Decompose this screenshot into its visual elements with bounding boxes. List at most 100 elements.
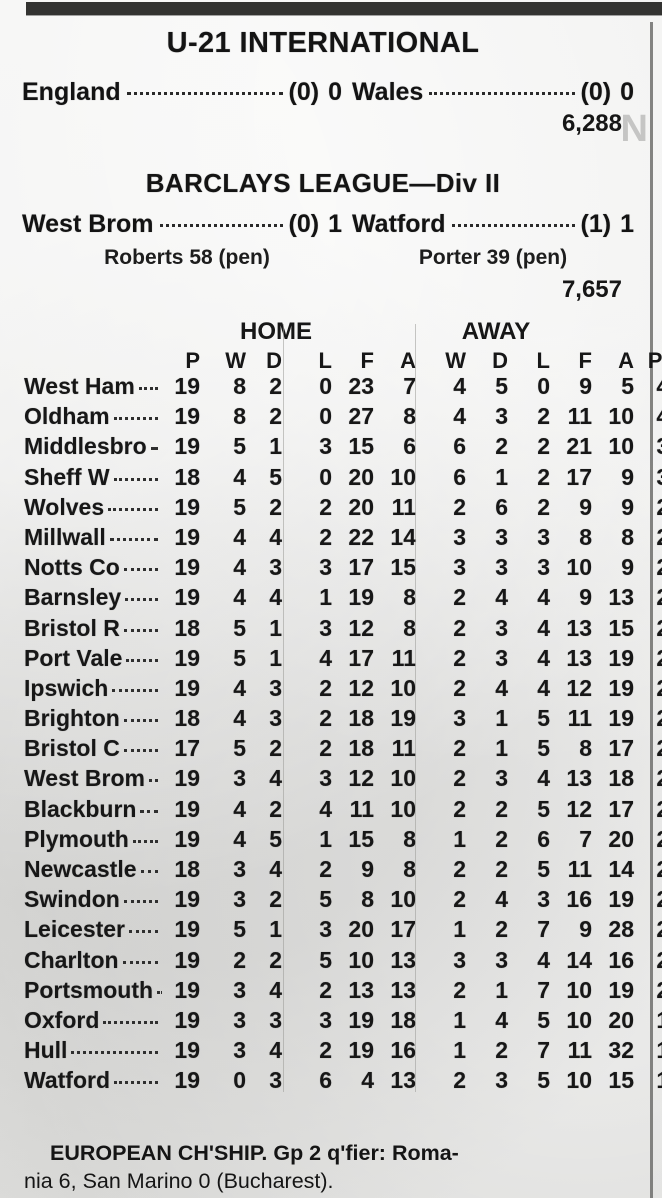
cell-pts: 21 [634,916,662,943]
cell-hw: 3 [233,1037,246,1064]
cell-pts: 29 [634,494,662,521]
cell-p: 19 [174,765,200,792]
cell-hf: 10 [348,946,374,973]
cell-hw: 8 [233,373,246,399]
cell-p: 18 [174,614,200,641]
cell-hf: 17 [348,554,374,581]
cell-ad: 4 [495,584,508,611]
cell-aa: 20 [608,1006,634,1033]
u21-attendance: 6,288 [561,110,622,137]
cell-aw: 2 [453,976,466,1003]
col-header-away-a: A [618,348,634,373]
cell-af: 8 [579,523,592,550]
cell-ad: 3 [495,614,508,641]
cell-aa: 17 [608,735,634,762]
cell-al: 4 [537,584,550,611]
dot-leader [103,1020,158,1024]
cell-hd: 1 [269,433,282,460]
cell-al: 7 [537,916,550,943]
cell-hw: 4 [233,825,246,852]
cell-hf: 17 [348,644,374,671]
cell-hl: 4 [319,795,332,822]
cell-al: 3 [537,523,550,550]
cell-p: 19 [174,584,200,611]
cell-hf: 8 [361,886,374,913]
cell-pts: 22 [634,765,662,792]
team-name: Watford [24,1067,111,1094]
d2-away-halftime: (1) [580,210,612,238]
cell-hw: 3 [233,765,246,792]
cell-af: 11 [567,1037,592,1064]
cell-hw: 3 [233,1006,246,1033]
cell-ha: 11 [391,735,416,762]
cell-aw: 1 [453,1037,466,1064]
cell-pts: 36 [634,464,662,491]
cell-aw: 2 [453,614,466,641]
team-name: Blackburn [24,795,137,822]
cell-hw: 5 [233,614,246,641]
cell-pts: 25 [634,705,662,732]
cell-hw: 4 [233,554,246,581]
cell-ad: 2 [495,825,508,852]
team-name: Oldham [24,403,110,430]
cell-pts: 21 [634,856,662,883]
col-header-home-w: W [225,348,246,373]
dot-leader [109,537,158,541]
cell-hw: 3 [233,976,246,1003]
cell-al: 3 [537,886,550,913]
table-row: Blackburn194241110225121722 [0,795,662,826]
team-name: Oxford [24,1006,100,1033]
cell-ad: 5 [495,373,508,399]
cell-af: 11 [567,705,592,732]
cell-aa: 8 [621,523,634,550]
cell-p: 19 [174,554,200,581]
d2-away-team: Watford [352,210,446,238]
cell-hd: 3 [269,705,282,732]
cell-hl: 3 [319,433,332,460]
cell-hf: 22 [348,523,374,550]
cell-pts: 20 [634,947,662,974]
table-row: Watford19036413235101512 [0,1067,662,1097]
cell-ad: 2 [495,916,508,943]
cell-al: 5 [537,1006,550,1033]
cell-af: 13 [566,614,592,641]
cell-p: 19 [174,825,200,852]
cell-af: 12 [566,674,592,701]
table-row: Newcastle 18 34 2 9 8 2 2 5 11 1421 [0,856,662,886]
cell-hw: 4 [233,584,246,611]
team-name: Millwall [24,523,106,550]
cell-al: 5 [537,795,550,822]
cell-p: 19 [174,1006,200,1033]
cell-aa: 5 [621,373,634,399]
cell-aw: 1 [453,1006,466,1033]
cell-hl: 0 [319,373,332,399]
team-name: Hull [24,1037,68,1064]
dot-leader [123,900,158,904]
cell-hw: 2 [233,946,246,973]
cell-hf: 12 [348,765,374,792]
cell-ad: 2 [495,856,508,882]
cell-hw: 5 [233,644,246,671]
cell-hd: 4 [269,976,282,1003]
cell-hl: 3 [319,554,332,581]
footer-line-1: EUROPEAN CH'SHIP. Gp 2 q'fier: Roma- [50,1141,459,1165]
team-name: West Ham [24,373,135,399]
table-row: West Ham198202374509543 [0,373,662,403]
cell-pts: 25 [634,645,662,672]
u21-away-halftime: (0) [580,78,612,106]
cell-hl: 0 [319,463,332,490]
cell-p: 19 [174,403,200,430]
team-name: Bristol C [24,735,120,762]
cell-al: 4 [537,674,550,701]
european-championship-note: EUROPEAN CH'SHIP. Gp 2 q'fier: Roma- nia… [24,1139,636,1196]
table-row: Swindon19325810243161921 [0,886,662,916]
team-name: Barnsley [24,584,122,611]
cell-hw: 8 [233,403,246,430]
cell-hw: 5 [233,493,246,520]
cell-hd: 2 [269,373,282,399]
team-name: Wolves [24,493,105,520]
cell-pts: 43 [634,373,662,400]
cell-hf: 19 [348,1037,374,1064]
